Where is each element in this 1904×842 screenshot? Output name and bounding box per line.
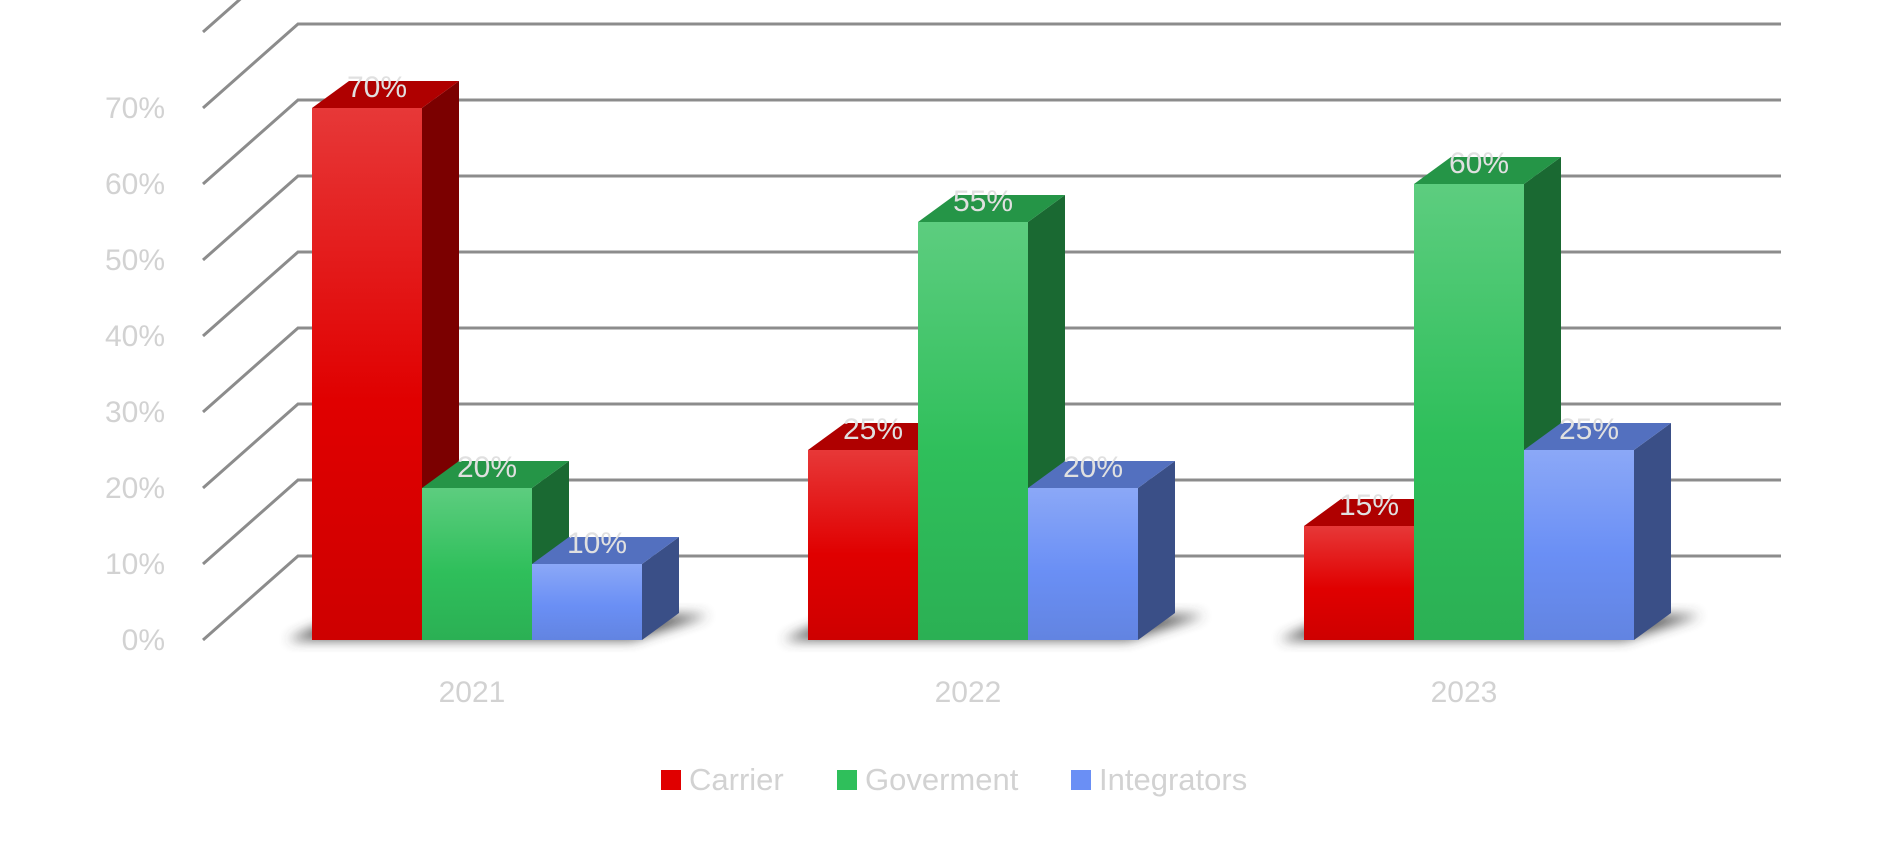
data-labels: 70% 20% 10% 25% 55% 20% 15% 60% 25% — [347, 71, 1619, 560]
gridline — [202, 0, 242, 34]
legend-swatch — [661, 770, 681, 790]
bar-top — [422, 461, 569, 488]
x-tick-label: 2022 — [935, 676, 1002, 709]
bar — [1524, 423, 1671, 640]
bar-top — [1414, 157, 1561, 184]
data-label: 70% — [347, 71, 407, 104]
bar-top — [918, 195, 1065, 222]
data-label: 20% — [457, 451, 517, 484]
bar-front — [1524, 450, 1634, 640]
bar-top — [532, 537, 679, 564]
bar — [532, 537, 679, 640]
legend-swatch — [1071, 770, 1091, 790]
y-tick-label: 20% — [105, 472, 165, 505]
data-label: 20% — [1063, 451, 1123, 484]
gridlines — [202, 0, 1781, 642]
gridline — [202, 326, 1781, 414]
bars — [312, 81, 1671, 640]
bar-front — [918, 222, 1028, 640]
legend-item: Integrators — [1071, 762, 1247, 797]
bar — [1028, 461, 1175, 640]
y-tick-label: 0% — [122, 624, 165, 657]
y-tick-label: 60% — [105, 168, 165, 201]
y-tick-label: 10% — [105, 548, 165, 581]
bar-side — [642, 537, 679, 640]
legend: Carrier Goverment Integrators — [661, 762, 1247, 797]
bar-front — [1414, 184, 1524, 640]
legend-label: Carrier — [689, 762, 784, 797]
gridline — [202, 402, 1781, 490]
legend-item: Goverment — [837, 762, 1019, 797]
bar-front — [1028, 488, 1138, 640]
bar-front — [422, 488, 532, 640]
data-label: 25% — [1559, 413, 1619, 446]
gridline — [202, 554, 1781, 642]
legend-swatch — [837, 770, 857, 790]
data-label: 60% — [1449, 147, 1509, 180]
x-axis-ticks: 2021 2022 2023 — [439, 676, 1498, 709]
bar-front — [312, 108, 422, 640]
legend-label: Goverment — [865, 762, 1019, 797]
gridline — [202, 250, 1781, 338]
data-label: 10% — [567, 527, 627, 560]
bar-top — [1028, 461, 1175, 488]
bar-side — [1138, 461, 1175, 640]
y-tick-label: 50% — [105, 244, 165, 277]
bar-side — [1634, 423, 1671, 640]
y-tick-label: 40% — [105, 320, 165, 353]
gridline — [202, 478, 1781, 566]
data-label: 15% — [1339, 489, 1399, 522]
bar-top — [1524, 423, 1671, 450]
gridline — [202, 174, 1781, 262]
y-tick-label: 30% — [105, 396, 165, 429]
legend-item: Carrier — [661, 762, 784, 797]
gridline — [202, 22, 1781, 110]
legend-label: Integrators — [1099, 762, 1247, 797]
x-tick-label: 2023 — [1431, 676, 1498, 709]
bar-top — [312, 81, 459, 108]
data-label: 25% — [843, 413, 903, 446]
x-tick-label: 2021 — [439, 676, 506, 709]
data-label: 55% — [953, 185, 1013, 218]
bar-front — [808, 450, 918, 640]
gridline — [202, 98, 1781, 186]
y-tick-label: 70% — [105, 92, 165, 125]
y-axis-ticks: 0% 10% 20% 30% 40% 50% 60% 70% — [105, 92, 165, 657]
bar — [918, 195, 1065, 640]
bar-front — [1304, 526, 1414, 640]
bar-front — [532, 564, 642, 640]
